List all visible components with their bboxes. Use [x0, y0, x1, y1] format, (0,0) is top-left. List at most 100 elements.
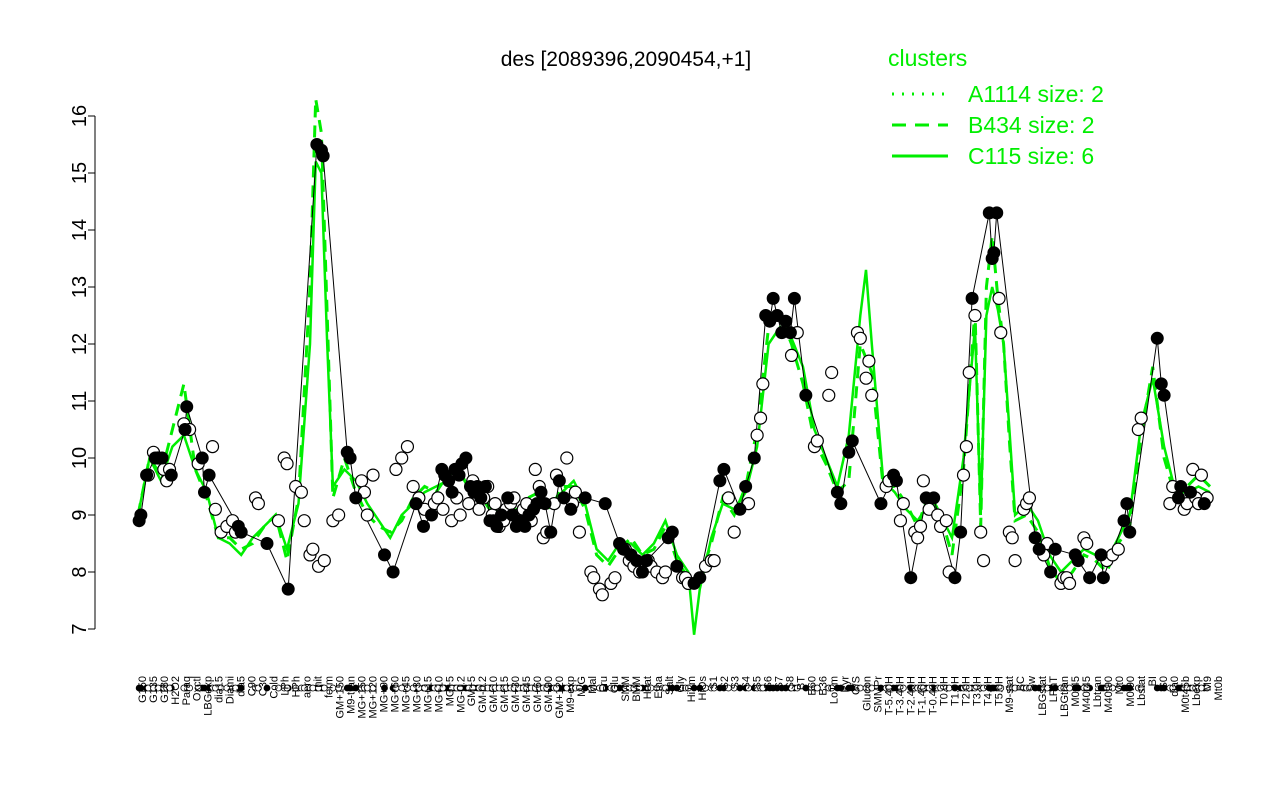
data-point-filled	[1071, 554, 1085, 568]
data-point-hollow	[1005, 531, 1019, 545]
data-point-filled	[845, 434, 859, 448]
data-point-filled	[1044, 565, 1058, 579]
x-tick-label: aero	[302, 676, 314, 698]
data-point-hollow	[658, 565, 673, 579]
rug-mark	[598, 684, 606, 692]
x-tick-label: M9-exp	[565, 676, 577, 713]
x-tick-label: G180	[159, 676, 171, 703]
data-point-filled	[904, 571, 918, 585]
x-tick-label: Salt	[664, 676, 676, 695]
rug-mark	[1203, 684, 1211, 692]
x-tick-label: MG+30	[411, 676, 423, 712]
rug-mark	[1114, 684, 1122, 692]
data-point-hollow	[784, 348, 799, 362]
x-tick-label: Mt0	[1114, 676, 1126, 694]
x-tick-label: HPh	[291, 676, 303, 697]
data-point-filled	[386, 565, 400, 579]
y-tick-label: 10	[69, 447, 91, 469]
y-tick-label: 16	[69, 105, 91, 127]
y-tick-label: 14	[69, 219, 91, 241]
rug-mark	[684, 684, 692, 692]
data-point-filled	[409, 497, 423, 511]
x-tick-label: SMMPr	[872, 676, 884, 713]
data-point-filled	[164, 468, 178, 482]
data-point-filled	[1048, 542, 1062, 556]
rug-mark	[456, 684, 464, 692]
x-tick-label: S4	[741, 676, 753, 689]
x-tick-label: S6	[763, 676, 775, 689]
rug-mark	[166, 684, 173, 692]
data-point-filled	[787, 291, 801, 305]
rug-mark	[553, 684, 560, 692]
rug-mark	[1026, 684, 1033, 692]
x-tick-labels: G150G135G180H2O2ParaqOxctlLBGexpdia15Dia…	[137, 675, 1225, 718]
data-point-hollow	[911, 531, 925, 545]
rug-mark	[945, 684, 953, 692]
data-point-filled	[474, 491, 488, 505]
data-point-filled	[445, 485, 459, 499]
x-tick-label: Gly	[675, 676, 687, 693]
x-tick-label: nit	[313, 676, 325, 688]
data-point-filled	[739, 480, 753, 493]
x-tick-label: BC	[1015, 676, 1027, 691]
data-point-hollow	[271, 514, 286, 528]
data-point-filled	[452, 468, 466, 482]
x-tick-label: Glu	[609, 676, 621, 693]
rug-mark	[254, 684, 262, 692]
data-point-hollow	[317, 553, 331, 568]
x-tick-label: MG+5	[444, 676, 456, 706]
data-point-filled	[779, 314, 793, 328]
rug-mark	[868, 684, 876, 692]
rug-mark	[1066, 684, 1073, 692]
data-point-filled	[564, 502, 578, 516]
x-tick-label: BT	[796, 676, 808, 690]
rug-mark	[194, 684, 202, 692]
x-tick-label: T2.0H	[960, 676, 972, 706]
x-tick-label: T4.0H	[982, 676, 994, 706]
data-point-filled	[155, 451, 169, 465]
y-tick-label: 9	[69, 509, 91, 520]
data-point-filled	[1171, 491, 1185, 505]
data-point-filled	[578, 491, 592, 505]
rug-mark	[421, 684, 429, 692]
x-tick-label: Paraq	[181, 676, 193, 705]
legend: clusters A1114 size: 2 B434 size: 2 C115…	[888, 45, 1104, 169]
x-tick-label: dia5	[236, 676, 248, 697]
data-point-hollow	[939, 514, 953, 528]
data-point-filled	[965, 291, 979, 305]
data-point-filled	[544, 525, 558, 539]
data-point-hollow	[528, 462, 542, 476]
data-point-filled	[134, 508, 148, 522]
data-point-filled	[234, 525, 248, 539]
data-point-filled	[639, 554, 653, 568]
x-tick-label: Diami	[225, 676, 237, 704]
data-point-hollow	[251, 497, 265, 511]
x-tick-label: T1.0H	[949, 676, 961, 706]
data-point-hollow	[462, 497, 476, 511]
x-tick-label: LPh	[280, 676, 292, 696]
x-tick-label: Mal	[587, 676, 599, 694]
data-point-hollow	[956, 468, 971, 482]
rug-mark	[710, 684, 718, 692]
x-tick-label: GM+90	[543, 676, 555, 712]
y-tick-label: 8	[69, 566, 91, 577]
data-point-hollow	[354, 474, 369, 488]
x-tick-label: GM+120	[554, 676, 566, 719]
data-point-hollow	[721, 491, 736, 505]
x-tick-label: LoTm	[829, 676, 841, 704]
data-point-filled	[889, 474, 903, 488]
x-tick-label: Fru	[598, 676, 610, 693]
x-tick-label: G/S	[851, 676, 863, 695]
x-tick-label: M40t45	[1081, 676, 1093, 713]
data-point-hollow	[431, 491, 445, 505]
x-tick-label: S7	[774, 676, 786, 689]
data-point-filled	[1094, 548, 1108, 562]
data-point-filled	[538, 497, 552, 511]
legend-entry-a1114: A1114 size: 2	[968, 81, 1104, 107]
data-point-filled	[260, 537, 274, 550]
x-tick-label: GM+150	[334, 676, 346, 719]
data-point-filled	[1117, 514, 1131, 528]
x-tick-label: T-5.40H	[883, 676, 895, 715]
data-point-filled	[948, 571, 962, 585]
x-tick-label: dia0	[1169, 676, 1181, 697]
